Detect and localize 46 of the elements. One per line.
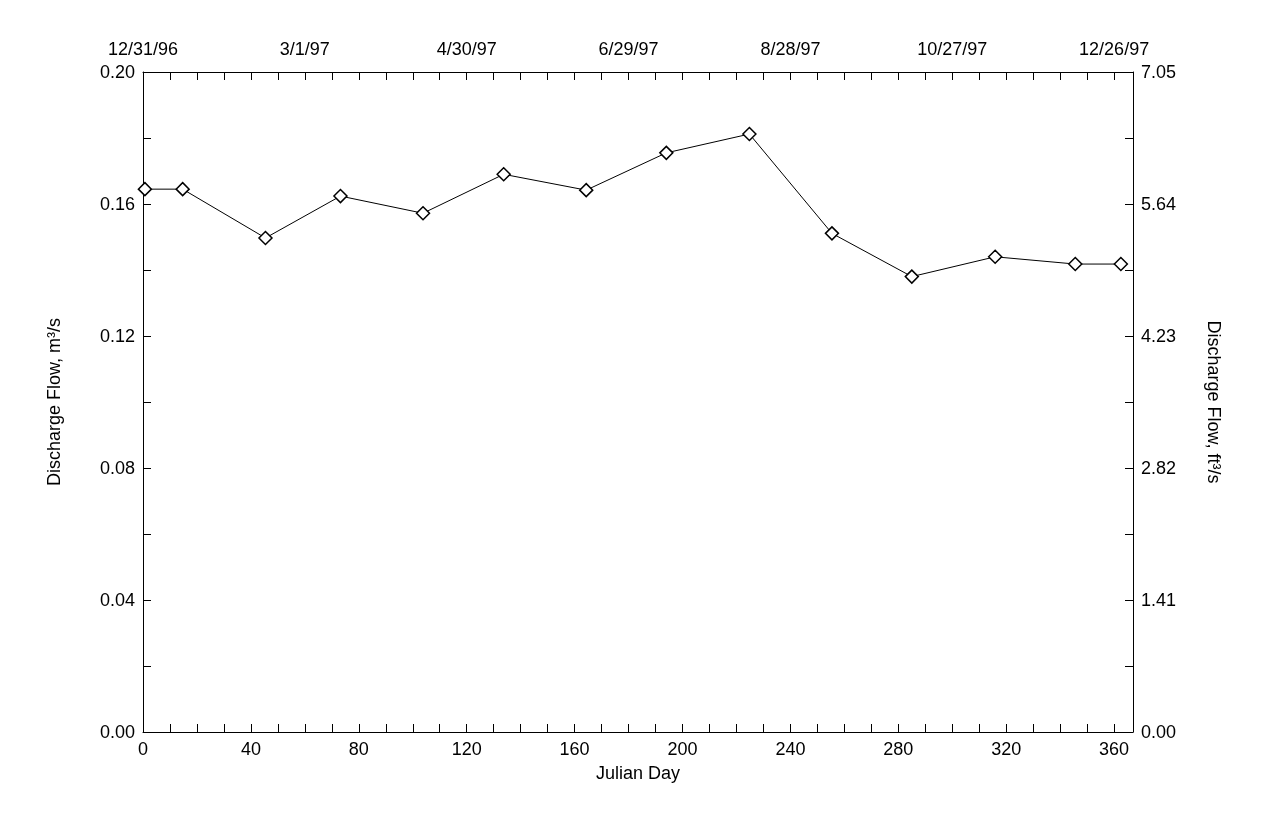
x2-tick-label: 8/28/97 [760, 39, 821, 59]
x-tick-label: 120 [451, 739, 482, 759]
point [496, 167, 511, 182]
y-tick-label: 0.16 [99, 194, 135, 214]
x-tick-label: 40 [240, 739, 261, 759]
y2-tick-label: 4.23 [1141, 326, 1177, 346]
point [415, 205, 431, 221]
y2-tick-label: 0.00 [1141, 722, 1177, 742]
x-tick-label: 200 [667, 739, 698, 759]
x-tick-label: 280 [883, 739, 914, 759]
point [258, 230, 273, 246]
x-tick-label: 240 [775, 739, 806, 759]
x-tick-label: 160 [559, 739, 590, 759]
point [578, 182, 594, 198]
point [175, 181, 190, 197]
y2-tick-label: 2.82 [1141, 458, 1177, 478]
x2-tick-label: 12/26/97 [1079, 39, 1150, 59]
x-axis-title: Julian Day [595, 763, 681, 783]
x-tick-label: 0 [137, 739, 149, 759]
x2-tick-label: 12/31/96 [107, 39, 179, 59]
y-tick-label: 0.00 [99, 722, 135, 742]
y2-axis-title: Discharge Flow, ft³/s [1204, 320, 1224, 484]
x2-tick-label: 3/1/97 [279, 39, 330, 59]
y-tick-label: 0.12 [99, 326, 135, 346]
y-tick-label: 0.20 [99, 62, 135, 82]
y2-tick-label: 7.05 [1141, 62, 1177, 82]
x2-tick-label: 10/27/97 [917, 39, 988, 59]
y2-tick-label: 5.64 [1141, 194, 1177, 214]
point [987, 249, 1003, 265]
x2-tick-label: 4/30/97 [436, 39, 497, 59]
x-tick-label: 360 [1099, 739, 1130, 759]
y-tick-label: 0.04 [99, 590, 135, 610]
point [1068, 256, 1083, 272]
y2-tick-label: 1.41 [1141, 590, 1177, 610]
point [742, 126, 757, 142]
x-tick-label: 80 [348, 739, 369, 759]
point [137, 181, 153, 197]
point [904, 269, 920, 284]
y-tick-label: 0.08 [99, 458, 135, 478]
x-tick-label: 320 [991, 739, 1022, 759]
point [1113, 256, 1129, 272]
point [659, 145, 674, 161]
point [333, 188, 348, 204]
y-axis-title: Discharge Flow, m³/s [44, 317, 64, 487]
x2-tick-label: 6/29/97 [598, 39, 659, 59]
point [824, 226, 840, 241]
